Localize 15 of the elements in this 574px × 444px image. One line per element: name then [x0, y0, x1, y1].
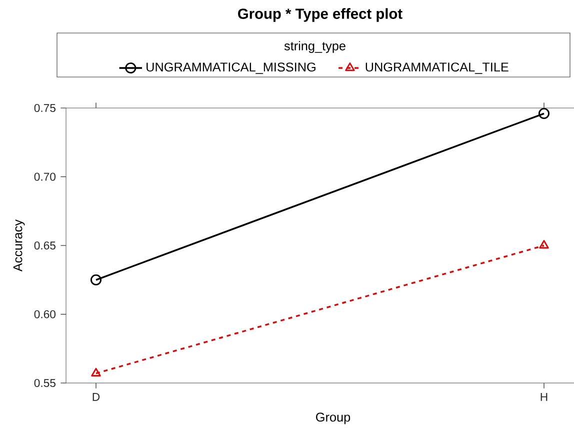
y-tick-label: 0.70	[34, 172, 56, 181]
legend-label: UNGRAMMATICAL_TILE	[366, 62, 508, 74]
point	[538, 108, 550, 120]
y-tick-label: 0.60	[34, 310, 56, 318]
x-tick-label: D	[92, 393, 100, 401]
x-tick-label: H	[540, 393, 548, 401]
y-tick-label: 0.55	[34, 379, 56, 388]
legend-label: UNGRAMMATICAL_MISSING	[146, 62, 316, 74]
legend-title: string_type	[284, 41, 346, 53]
y-tick-label: 0.65	[34, 242, 56, 250]
point	[90, 274, 102, 286]
y-tick-label: 0.75	[34, 104, 56, 112]
chart-title: Group * Type effect plot	[238, 8, 402, 22]
x-axis-title: Group	[316, 412, 350, 424]
y-axis-title: Accuracy	[13, 219, 25, 272]
